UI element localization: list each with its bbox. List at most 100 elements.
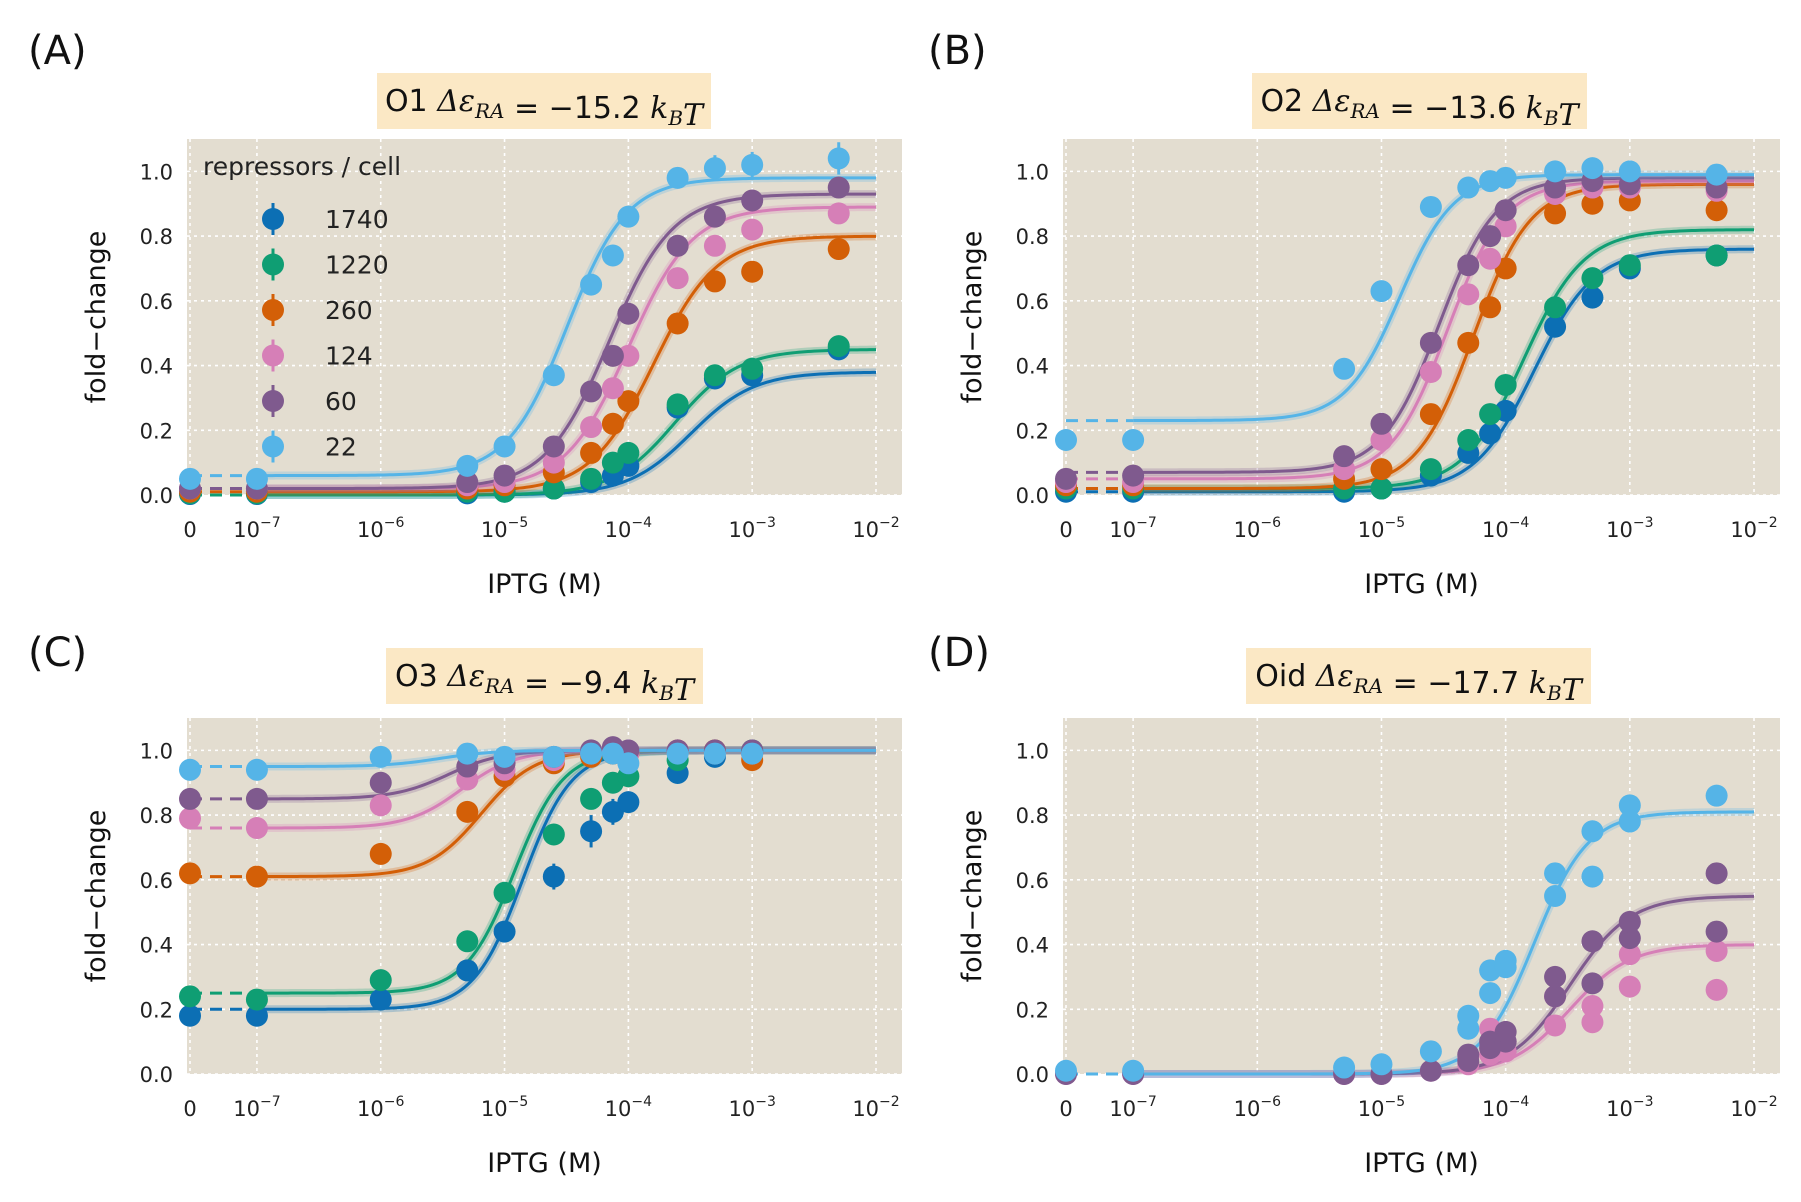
data-point [617,752,640,775]
data-point [1705,920,1728,943]
data-point [703,742,726,765]
y-tick-label: 0.4 [1016,355,1049,379]
data-point [542,745,565,768]
data-point [179,758,201,781]
data-point [1122,1059,1145,1082]
data-point [245,787,268,810]
title-part: k [1529,666,1547,701]
chart-title: O3 ΔεRA = −9.4 kBT [395,659,696,708]
data-point [666,267,689,290]
tick-base: 10 [1730,518,1757,542]
panel-a: (A) O1 ΔεRA = −15.2 kBT 0.0 0.2 0.4 0.6 0.8 1.0… [28,28,902,600]
tick-exponent: −3 [1633,515,1654,531]
data-point [1457,283,1480,306]
data-point [580,467,603,490]
title-part: Oid [1255,659,1316,694]
x-tick-label: 10−2 [852,1094,899,1121]
data-point [666,166,689,189]
legend-label: 124 [325,342,373,371]
data-point [1544,202,1567,225]
legend-label: 60 [325,387,357,416]
data-point [1457,176,1480,199]
y-tick-label: 0.2 [140,419,173,443]
tick-base: 10 [233,518,260,542]
data-point [1705,862,1728,885]
title-part: O2 [1260,84,1312,119]
data-point [369,794,392,817]
chart-title: O2 ΔεRA = −13.6 kBT [1260,84,1580,133]
data-point [703,364,726,387]
data-point [1494,1020,1517,1043]
x-axis-label: IPTG (M) [487,569,602,600]
tick-base: 10 [1109,518,1136,542]
data-point [1479,247,1502,270]
data-point [1581,157,1604,180]
data-point [493,745,516,768]
data-point [617,390,640,413]
data-point [1618,910,1641,933]
data-point [703,234,726,257]
data-point [245,467,268,490]
data-point [1370,280,1393,303]
x-tick-label: 10−4 [605,515,652,542]
data-point [245,865,268,888]
tick-base: 10 [1109,1097,1136,1121]
data-point [369,771,392,794]
data-point [1494,199,1517,222]
data-point [1581,1011,1604,1034]
data-point [1544,315,1567,338]
x-tick-label: 10−5 [1358,515,1405,542]
plot-area [187,139,902,495]
data-point [827,335,850,358]
data-point [741,357,764,380]
data-point [1419,361,1442,384]
data-point [1479,982,1502,1005]
y-tick-label: 1.0 [1016,739,1049,763]
chart-title: Oid ΔεRA = −17.7 kBT [1255,659,1583,708]
x-axis-label: IPTG (M) [487,1148,602,1179]
tick-base: 10 [1358,1097,1385,1121]
tick-base: 10 [605,1097,632,1121]
title-part: k [641,666,659,701]
data-point [542,451,565,474]
fit-curve [256,348,877,497]
data-point [1479,225,1502,248]
y-tick-label: 1.0 [1016,160,1049,184]
data-point [456,930,479,953]
x-tick-label: 10−5 [481,515,528,542]
title-part: = −15.2 [504,91,650,126]
data-point [369,969,392,992]
panel-d: (D) Oid ΔεRA = −17.7 kBT 0.0 0.2 0.4 0.6 0.8 1.… [928,630,1780,1179]
y-tick-label: 0.0 [140,484,173,508]
data-point [617,791,640,814]
data-point [1370,1053,1393,1076]
data-point [1544,985,1567,1008]
x-tick-label: 10−4 [1482,1094,1529,1121]
x-tick-label: 10−2 [1730,1094,1777,1121]
tick-base: 10 [852,518,879,542]
title-part: RA [1353,674,1384,698]
data-point [1618,975,1641,998]
data-point [179,807,201,830]
x-tick-label: 0 [183,1097,196,1121]
x-tick-label: 10−7 [233,515,280,542]
x-tick-label: 10−6 [1234,515,1281,542]
title-part: B [1546,681,1562,705]
x-tick-label: 0 [1059,518,1072,542]
x-tick-label: 10−4 [605,1094,652,1121]
fit-curve [256,192,877,491]
data-point [1581,995,1604,1018]
y-tick-label: 0.8 [140,804,173,828]
data-point [1618,810,1641,833]
x-tick-label: 10−7 [233,1094,280,1121]
data-point [580,787,603,810]
y-tick-label: 0.0 [1016,484,1049,508]
data-point [245,758,268,781]
panel-letter: (A) [28,28,87,74]
data-point [666,393,689,416]
title-part: RA [484,674,515,698]
data-point [456,959,479,982]
legend-marker [262,390,284,412]
title-box [1246,648,1591,704]
title-part: RA [1349,99,1380,123]
